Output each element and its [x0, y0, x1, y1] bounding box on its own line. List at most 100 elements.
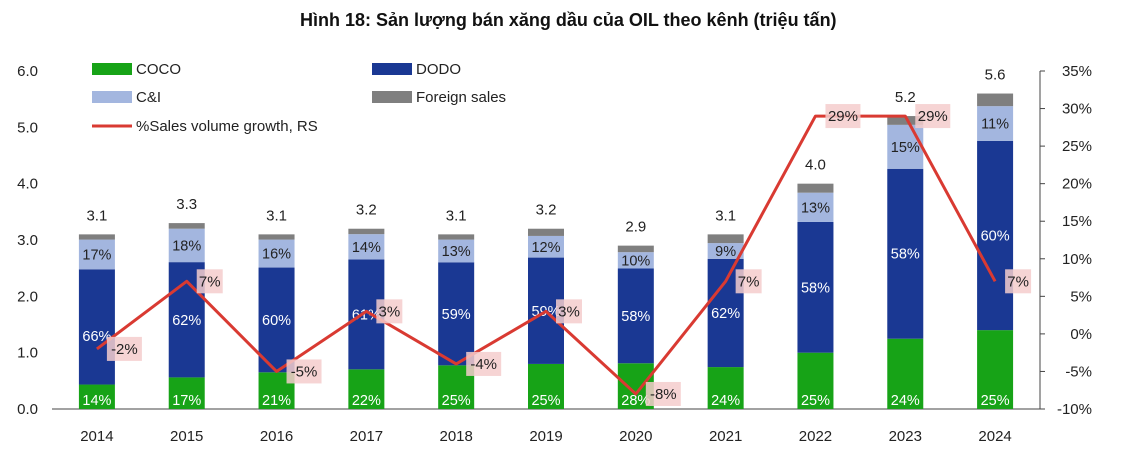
legend-label: %Sales volume growth, RS: [136, 118, 318, 135]
segment-label: 13%: [442, 244, 471, 260]
y-tick-label: 3.0: [17, 232, 38, 249]
x-tick-label: 2024: [978, 428, 1011, 445]
growth-label: -2%: [111, 341, 138, 358]
y2-tick-label: 20%: [1062, 176, 1092, 193]
legend-swatch: [372, 91, 412, 103]
bar-foreign-sales: [438, 234, 475, 240]
segment-label: 58%: [801, 280, 830, 296]
x-tick-label: 2020: [619, 428, 652, 445]
legend-swatch: [92, 91, 132, 103]
y-tick-label: 0.0: [17, 401, 38, 418]
segment-label: 25%: [981, 393, 1010, 409]
legend-label: C&I: [136, 89, 161, 106]
growth-label-box: [106, 336, 142, 361]
y2-tick-label: -10%: [1057, 401, 1092, 418]
x-tick-label: 2017: [350, 428, 383, 445]
legend-label: DODO: [416, 61, 461, 78]
growth-label: 29%: [828, 108, 858, 125]
growth-label-box: [645, 381, 681, 406]
segment-label: 14%: [82, 393, 111, 409]
bar-c-i: [348, 234, 385, 260]
bar-foreign-sales: [528, 228, 564, 236]
total-label: 3.2: [356, 202, 377, 219]
legend-label: Foreign sales: [416, 89, 506, 106]
total-label: 3.1: [266, 207, 287, 224]
bar-dodo: [977, 140, 1014, 331]
bar-foreign-sales: [977, 93, 1014, 107]
x-tick-label: 2021: [709, 428, 742, 445]
y2-tick-label: 5%: [1070, 288, 1092, 305]
bar-c-i: [258, 239, 295, 268]
segment-label: 14%: [352, 240, 381, 256]
bar-c-i: [528, 235, 564, 258]
total-label: 4.0: [805, 157, 826, 174]
bar-foreign-sales: [348, 228, 385, 235]
growth-label-box: [1005, 269, 1032, 294]
bar-dodo: [438, 262, 475, 366]
y2-tick-label: -5%: [1065, 363, 1092, 380]
y2-tick-label: 10%: [1062, 251, 1092, 268]
total-label: 3.3: [176, 196, 197, 213]
segment-label: 17%: [82, 247, 111, 263]
bar-dodo: [78, 269, 115, 385]
y2-tick-label: 30%: [1062, 101, 1092, 118]
y-tick-label: 4.0: [17, 176, 38, 193]
segment-label: 62%: [172, 313, 201, 329]
total-label: 3.1: [715, 207, 736, 224]
y2-tick-label: 0%: [1070, 326, 1092, 343]
growth-label: 7%: [1007, 273, 1029, 290]
segment-label: 12%: [531, 240, 560, 256]
y2-tick-label: 15%: [1062, 213, 1092, 230]
y2-tick-label: 25%: [1062, 138, 1092, 155]
growth-label-box: [915, 104, 951, 129]
segment-label: 18%: [172, 238, 201, 254]
bar-c-i: [797, 192, 834, 222]
bar-c-i: [168, 228, 205, 263]
growth-label: 3%: [558, 303, 580, 320]
segment-label: 10%: [621, 253, 650, 269]
growth-label: -4%: [470, 356, 497, 373]
growth-label-box: [825, 104, 861, 129]
total-label: 5.6: [985, 67, 1006, 84]
bar-c-i: [78, 239, 115, 270]
y-tick-label: 5.0: [17, 119, 38, 136]
segment-label: 9%: [715, 244, 736, 260]
bar-dodo: [797, 221, 834, 353]
bar-coco: [78, 384, 115, 409]
segment-label: 28%: [621, 393, 650, 409]
bar-dodo: [258, 267, 295, 373]
segment-label: 22%: [352, 393, 381, 409]
growth-label: 7%: [199, 273, 221, 290]
growth-label-box: [196, 269, 223, 294]
bar-dodo: [617, 268, 654, 364]
bar-coco: [528, 363, 564, 409]
chart-title: Hình 18: Sản lượng bán xăng dầu của OIL …: [300, 10, 837, 30]
bar-foreign-sales: [617, 245, 654, 253]
total-label: 3.1: [446, 207, 467, 224]
growth-label: 29%: [918, 108, 948, 125]
segment-label: 60%: [262, 313, 291, 329]
growth-label: -5%: [291, 363, 318, 380]
bar-foreign-sales: [797, 183, 834, 193]
x-tick-label: 2019: [529, 428, 562, 445]
bar-c-i: [617, 252, 654, 269]
segment-label: 62%: [711, 306, 740, 322]
bar-coco: [887, 338, 924, 409]
bar-foreign-sales: [707, 234, 744, 244]
x-tick-label: 2023: [889, 428, 922, 445]
x-tick-label: 2015: [170, 428, 203, 445]
segment-label: 15%: [891, 140, 920, 156]
segment-label: 25%: [801, 393, 830, 409]
segment-label: 21%: [262, 393, 291, 409]
growth-label-box: [556, 299, 582, 324]
bar-coco: [348, 369, 385, 409]
segment-label: 59%: [442, 307, 471, 323]
growth-label: 7%: [738, 273, 760, 290]
x-tick-label: 2014: [80, 428, 113, 445]
growth-label-box: [286, 359, 322, 384]
segment-label: 11%: [981, 117, 1009, 133]
segment-label: 60%: [981, 228, 1010, 244]
segment-label: 58%: [891, 247, 920, 263]
